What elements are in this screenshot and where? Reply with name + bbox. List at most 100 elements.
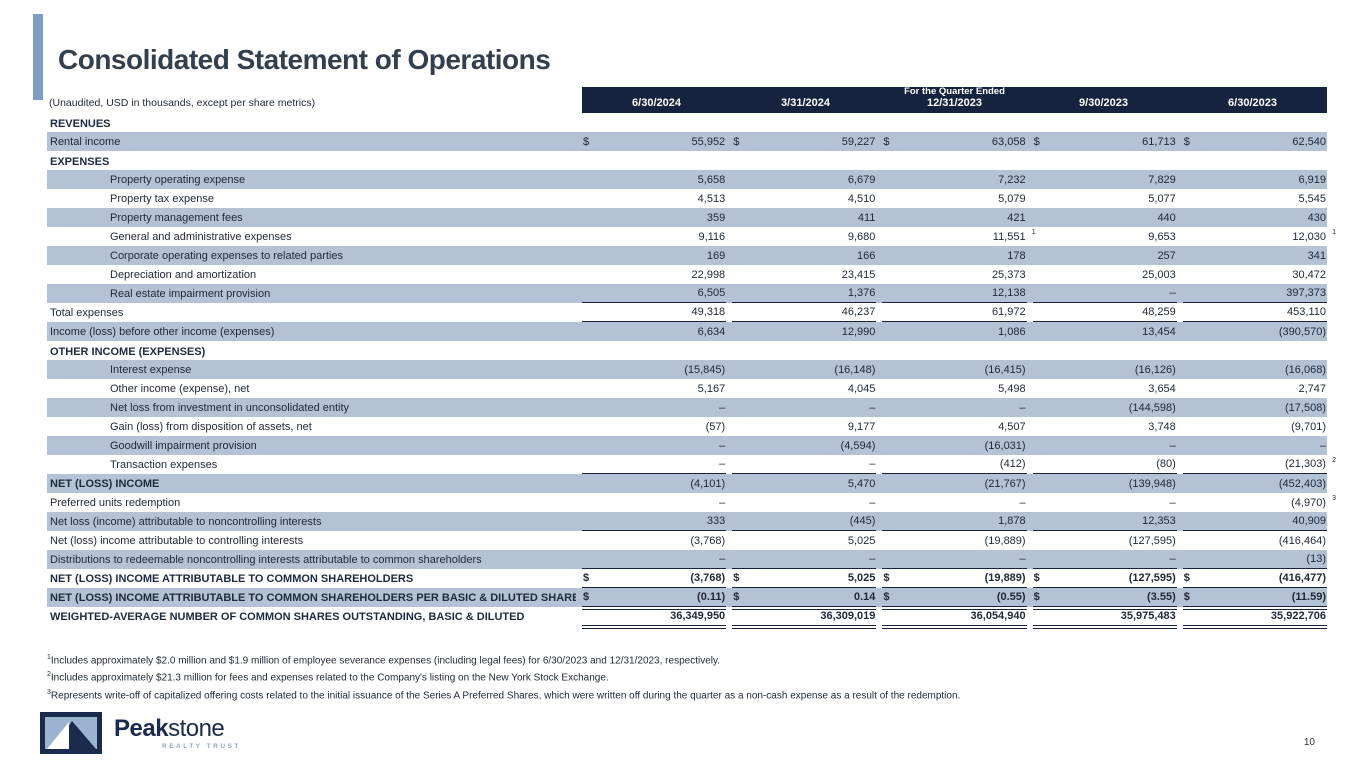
cell-value: 0.14 [853, 591, 876, 603]
cell-value: 12,990 [841, 325, 876, 338]
cell-value: – [869, 496, 876, 509]
value-cell: 411 [732, 208, 876, 227]
cell-value: – [869, 553, 876, 565]
cell-value: 36,349,950 [670, 610, 726, 622]
value-cell: 12,138 [882, 284, 1027, 303]
cell-value: – [719, 553, 726, 565]
currency-symbol: $ [1033, 591, 1040, 603]
cell-value: 36,309,019 [820, 610, 876, 622]
section-header-row: EXPENSES [47, 151, 1327, 170]
value-cell: (412) [882, 455, 1027, 474]
table-row: Net loss from investment in unconsolidat… [47, 398, 1327, 417]
cell-value: 3,654 [1148, 382, 1176, 395]
table-row: Rental income $55,952 $59,227 $63,058 $61,71… [47, 132, 1327, 151]
cell-value: 59,227 [841, 135, 876, 148]
value-cell: 5,498 [882, 379, 1026, 398]
cell-value: 9,680 [847, 230, 876, 243]
value-cell: 333 [582, 512, 727, 531]
currency-symbol: $ [733, 591, 740, 603]
footnote: 3Represents write-off of capitalized off… [47, 686, 960, 703]
cell-value: – [1019, 553, 1026, 565]
cell-value: 2,747 [1298, 382, 1326, 395]
cell-value: – [719, 458, 726, 470]
cell-value: (3.55) [1147, 591, 1176, 603]
value-cell: 6,634 [582, 322, 726, 341]
value-cell: – [1032, 550, 1177, 569]
table-row: Transaction expenses – – (412) (80) (21,303) 2 [47, 455, 1336, 474]
table-row: Real estate impairment provision 6,505 1,3… [47, 284, 1327, 303]
footnotes: 1Includes approximately $2.0 million and… [47, 651, 960, 703]
row-label: Real estate impairment provision [110, 287, 271, 300]
cell-value: 169 [706, 249, 726, 262]
quarter-ended-label: For the Quarter Ended [904, 86, 1005, 97]
value-cell: 9,653 [1033, 227, 1177, 246]
value-cell: 5,025 [732, 531, 876, 550]
column-date-label: 12/31/2023 [926, 97, 983, 109]
value-cell: (16,068) [1183, 360, 1327, 379]
value-cell: 36,349,950 [582, 607, 727, 629]
cell-value: 440 [1157, 211, 1176, 224]
row-label: Net (loss) income attributable to contro… [50, 534, 304, 547]
cell-value: (127,595) [1128, 534, 1176, 547]
value-cell: 421 [882, 208, 1026, 227]
row-label: Net loss from investment in unconsolidat… [110, 401, 350, 414]
table-row: Goodwill impairment provision – (4,594) (16… [47, 436, 1327, 455]
cell-value: 359 [706, 211, 726, 224]
cell-value: (3,768) [690, 534, 726, 547]
value-cell: 12,353 [1032, 512, 1177, 531]
value-cell: (21,303) 2 [1182, 455, 1336, 474]
cell-value: (416,477) [1278, 572, 1326, 584]
footnote: 1Includes approximately $2.0 million and… [47, 651, 960, 668]
row-label: Other income (expense), net [110, 382, 250, 395]
cell-value: 7,232 [998, 173, 1026, 186]
cell-value: 1,086 [998, 325, 1026, 338]
cell-value: – [1319, 439, 1326, 452]
row-label: Goodwill impairment provision [110, 439, 257, 452]
column-date-label: 9/30/2023 [1079, 97, 1128, 109]
row-label: Distributions to redeemable noncontrolli… [50, 553, 482, 566]
cell-value: 30,472 [1292, 268, 1326, 281]
value-cell: (390,570) [1183, 322, 1327, 341]
currency-symbol: $ [883, 591, 890, 603]
footnote-marker: 1 [1332, 229, 1336, 236]
cell-value: 63,058 [991, 135, 1026, 148]
row-label: NET (LOSS) INCOME [50, 477, 160, 490]
row-label: Preferred units redemption [50, 496, 181, 509]
table-row: Interest expense (15,845) (16,148) (16,415)… [47, 360, 1327, 379]
value-cell: (445) [732, 512, 877, 531]
cell-value: – [869, 458, 876, 470]
value-cell: (16,148) [732, 360, 876, 379]
value-cell: $ (19,889) [882, 569, 1027, 588]
table-row: NET (LOSS) INCOME ATTRIBUTABLE TO COMMON… [47, 569, 1327, 588]
value-cell: (127,595) [1033, 531, 1177, 550]
value-cell: (80) [1032, 455, 1177, 474]
cell-value: 6,505 [697, 287, 726, 299]
cell-value: 411 [857, 211, 876, 224]
value-cell: – [582, 398, 726, 417]
cell-value: (127,595) [1128, 572, 1176, 584]
value-cell: 1,878 [882, 512, 1027, 531]
value-cell: 4,507 [882, 417, 1026, 436]
section-label: EXPENSES [50, 156, 110, 168]
value-cell: 13,454 [1033, 322, 1177, 341]
cell-value: 5,470 [847, 477, 876, 490]
column-date-label: 6/30/2023 [1228, 97, 1277, 109]
cell-value: (139,948) [1128, 477, 1176, 490]
section-header-row: REVENUES [47, 113, 1327, 132]
value-cell: – [882, 398, 1026, 417]
column-header: 9/30/2023 [1029, 87, 1178, 113]
cell-value: (80) [1156, 458, 1176, 470]
row-label: General and administrative expenses [110, 230, 292, 243]
value-cell: – [582, 493, 726, 512]
cell-value: 5,079 [998, 192, 1026, 205]
cell-value: (445) [849, 515, 876, 527]
footnote-text: Includes approximately $21.3 million for… [50, 672, 609, 684]
cell-value: 341 [1307, 249, 1326, 262]
value-cell: 12,990 [732, 322, 876, 341]
value-cell: 25,003 [1033, 265, 1177, 284]
table-row: Preferred units redemption – – – – (4,970) 3 [47, 493, 1336, 512]
column-header: 3/31/2024 [731, 87, 880, 113]
cell-value: 178 [1007, 249, 1026, 262]
value-cell: 1,376 [732, 284, 877, 303]
value-cell: (3,768) [582, 531, 726, 550]
